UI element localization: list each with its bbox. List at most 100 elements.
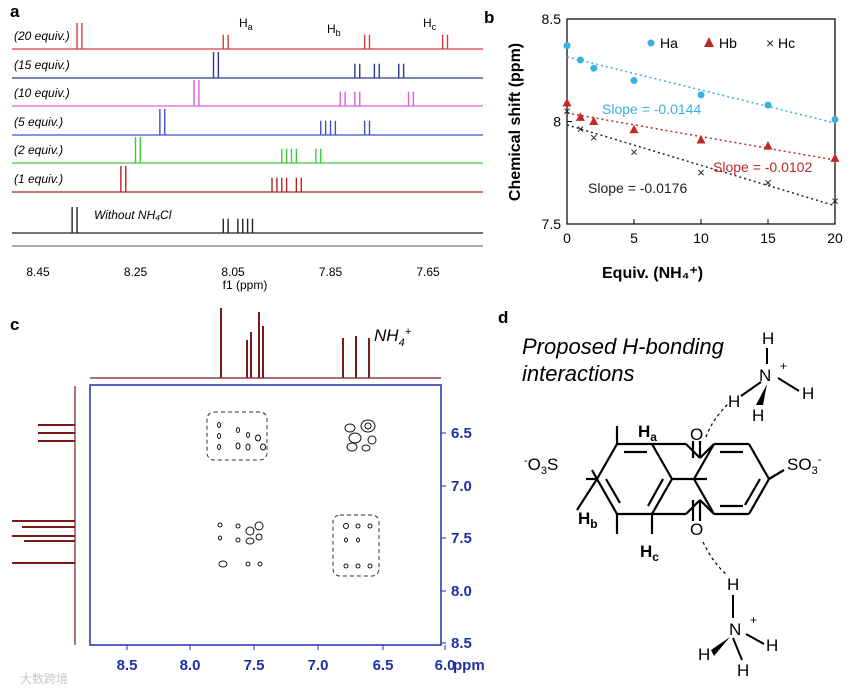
panel-a-tick-label: 8.25 [124, 265, 148, 279]
c-y-tick-label: 8.0 [451, 583, 472, 600]
ammonium-bottom-h-left: H [698, 645, 710, 664]
hbond-dashed-top [705, 403, 729, 438]
ammonium-bottom-nitrogen: N [729, 620, 741, 639]
panel-a-tick-label: 8.45 [26, 265, 50, 279]
data-point-ha [576, 56, 584, 64]
panel-c-ammonium-label: NH4+ [374, 326, 412, 349]
c-x-tick-label: 8.0 [180, 657, 201, 674]
contour [355, 523, 361, 529]
x-tick-label: 15 [760, 230, 776, 246]
c-y-tick-label: 8.5 [451, 635, 472, 652]
bond [651, 478, 673, 515]
panel-a-x-ticks: 8.45 8.25 8.05 7.85 7.65 [26, 265, 440, 279]
wedge-bond [711, 637, 730, 656]
data-point-hc: × [590, 130, 598, 145]
contour [235, 442, 241, 450]
contour [245, 443, 251, 451]
panel-b-axes: 0 5 10 15 20 7.5 8 8.5 [542, 11, 843, 246]
data-point-hb [575, 112, 585, 121]
ammonium-bottom: H N + H H H [698, 541, 778, 680]
bond [732, 637, 743, 661]
label-ha: Ha [638, 422, 657, 444]
data-point-hb [696, 134, 706, 144]
ammonium-top-h3: H [728, 392, 740, 411]
panel-b-xlabel: Equiv. (NH₄⁺) [602, 265, 703, 282]
trend-line-ha [566, 56, 836, 124]
contour [255, 434, 261, 442]
x-tick-label: 0 [563, 230, 571, 246]
contour [246, 432, 250, 438]
panel-c-contours [217, 419, 377, 569]
panel-a-tick-label: 7.65 [416, 265, 440, 279]
slope-label-hb: Slope = -0.0102 [713, 159, 812, 175]
contour [245, 537, 255, 545]
ammonium-top-bonds [740, 348, 800, 397]
contour [348, 432, 362, 444]
panel-label-d: d [498, 308, 508, 327]
contour [356, 537, 360, 543]
crosspeak-box [332, 514, 380, 577]
contour [346, 442, 358, 452]
c-x-tick-label: 6.0 [435, 657, 456, 674]
c-x-tick-label: 8.5 [117, 657, 138, 674]
x-tick-label: 20 [827, 230, 843, 246]
ammonium-bottom-bonds [732, 595, 765, 661]
data-point-hb [830, 153, 840, 162]
contour [367, 563, 373, 569]
panel-a-xlabel: f1 (ppm) [223, 278, 268, 292]
bond [651, 443, 673, 480]
right-sulfonate: SO3- [787, 454, 822, 477]
watermark: 大数跨境 [20, 671, 68, 686]
contour [217, 444, 221, 450]
legend-label-ha: Ha [660, 35, 678, 51]
contour [344, 537, 348, 543]
contour [218, 560, 228, 568]
ammonium-bottom-h-down: H [737, 661, 749, 680]
ammonium-top-h4: H [752, 406, 764, 425]
contour [343, 523, 349, 529]
data-point-ha [590, 64, 598, 72]
legend-marker-hb [704, 37, 714, 47]
legend-marker-ha [647, 39, 655, 47]
panel-d-title-line1: Proposed H-bonding [522, 334, 725, 359]
bond [693, 443, 715, 480]
panel-c-left-projection [12, 424, 75, 564]
panel-b-series: × × × × × × × [562, 42, 840, 208]
ammonium-bottom-h-top: H [727, 575, 739, 594]
panel-c-2d-nmr: NH4+ 8.5 8.0 7.5 7.0 6.5 6.0 6.5 7.0 7.5 8.0 8.5 p… [12, 308, 485, 674]
data-point-hc: × [764, 175, 772, 190]
panel-b-chart: 0 5 10 15 20 7.5 8 8.5 × × × × × × × Equiv. (NH₄⁺) Ch… [507, 11, 843, 282]
data-point-ha [764, 101, 772, 109]
panel-label-c: c [10, 315, 19, 334]
contour [217, 433, 221, 439]
oxygen-bottom: O [690, 520, 703, 539]
c-x-tick-label: 7.5 [244, 657, 265, 674]
contour [245, 526, 255, 536]
data-point-hc: × [697, 165, 705, 180]
bond [647, 478, 664, 507]
panel-b-legend: Ha Hb × Hc [647, 35, 795, 51]
contour [235, 523, 241, 529]
contour [260, 443, 266, 451]
spectrum-label: (2 equiv.) [14, 143, 63, 157]
spectrum-label: (15 equiv.) [14, 58, 70, 72]
bond [748, 478, 770, 515]
bond [576, 478, 598, 511]
x-tick-label: 5 [630, 230, 638, 246]
spectrum-label: (10 equiv.) [14, 86, 70, 100]
bond [596, 478, 618, 515]
c-y-tick-label: 6.5 [451, 425, 472, 442]
panel-label-a: a [10, 2, 20, 21]
panel-d-title-line2: interactions [522, 361, 635, 386]
data-point-hb [629, 124, 639, 134]
y-tick-label: 8 [553, 114, 561, 130]
left-sulfonate: -O3S [524, 455, 558, 477]
panel-c-ticks: 8.5 8.0 7.5 7.0 6.5 6.0 6.5 7.0 7.5 8.0 8.5 [117, 425, 472, 674]
contour [217, 422, 221, 428]
contour [254, 521, 264, 531]
bond [777, 377, 800, 392]
bond [591, 469, 598, 480]
bond [693, 478, 715, 515]
hbond-dashed-bottom [702, 541, 728, 576]
data-point-hc: × [630, 144, 638, 159]
